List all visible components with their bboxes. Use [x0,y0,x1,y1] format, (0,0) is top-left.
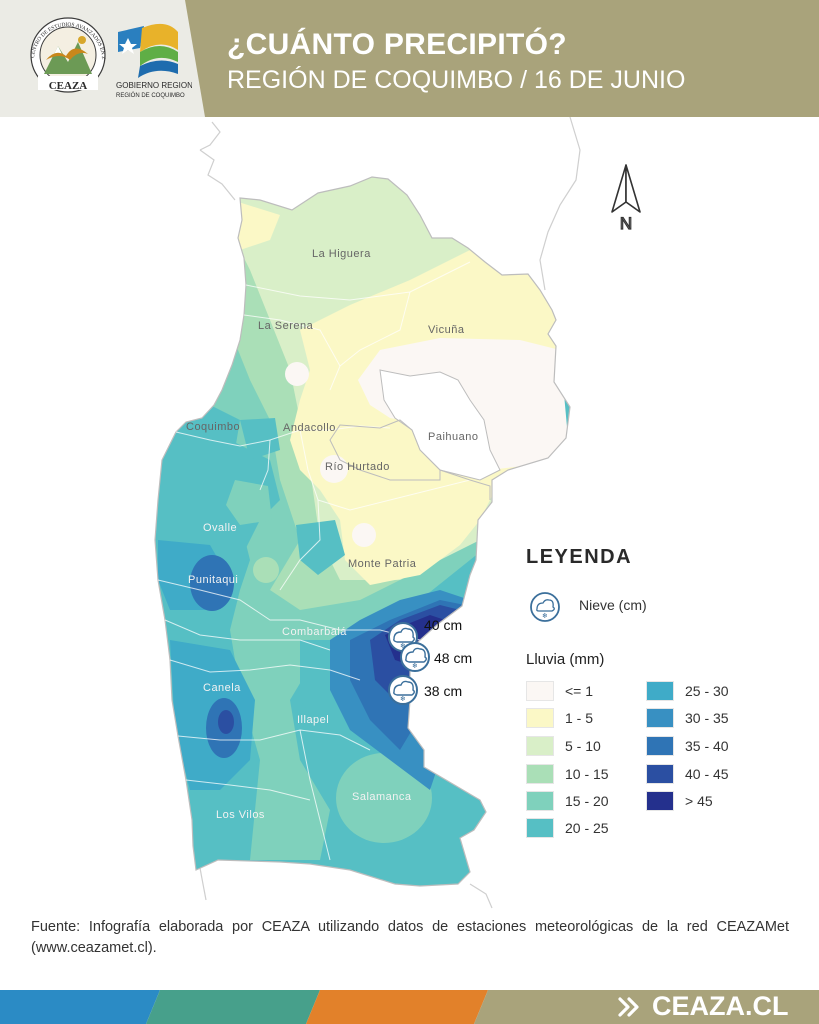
footer-segment-green [146,990,320,1024]
place-label: Canela [203,682,241,694]
gobierno-regional-logo: GOBIERNO REGIONAL REGIÓN DE COQUIMBO [116,23,192,99]
snow-legend-label: Nieve (cm) [579,597,647,613]
legend-label: 35 - 40 [685,738,729,754]
legend-swatch [526,764,554,784]
legend-label: 30 - 35 [685,710,729,726]
commune-boundaries [157,261,471,861]
legend-swatch [646,791,674,811]
legend-label: <= 1 [565,683,594,699]
legend-swatch [526,818,554,838]
legend-swatch [646,736,674,756]
snow-marker: ❄ 40 cm [388,617,462,652]
legend-label: 25 - 30 [685,683,729,699]
place-label: Paihuano [428,431,479,443]
place-label: Ovalle [203,522,237,534]
svg-text:❄: ❄ [542,612,548,620]
legend-label: 10 - 15 [565,766,609,782]
place-label: Vicuña [428,324,465,336]
place-label: Combarbalá [282,626,347,638]
precipitation-map: La Higuera La Serena Vicuña Coquimbo And… [154,117,641,909]
snow-value: 48 cm [434,650,472,666]
place-label: Río Hurtado [325,461,390,473]
snow-marker: ❄ 38 cm [388,675,462,705]
ceaza-logo: CENTRO DE ESTUDIOS AVANZADOS EN ZONAS ÁR… [24,10,106,93]
place-label: Los Vilos [216,809,265,821]
footer-segment-blue [0,990,160,1024]
place-label: La Serena [258,320,314,332]
legend-label: 15 - 20 [565,793,609,809]
place-label: Punitaqui [188,574,238,586]
page-title: ¿CUÁNTO PRECIPITÓ? [227,28,567,61]
legend-swatch [646,708,674,728]
snow-cloud-icon: ❄ [530,592,560,622]
svg-text:❄: ❄ [400,642,406,650]
svg-text:❄: ❄ [400,695,406,703]
snow-value: 40 cm [424,617,462,633]
place-label: Monte Patria [348,558,417,570]
header-bar: CENTRO DE ESTUDIOS AVANZADOS EN ZONAS ÁR… [0,0,819,117]
rain-legend-title: Lluvia (mm) [526,651,605,668]
svg-text:❄: ❄ [412,662,418,670]
footer-segment-orange [306,990,488,1024]
legend-label: 20 - 25 [565,820,609,836]
context-boundaries [199,117,581,909]
legend-swatch [646,681,674,701]
footer-site-link[interactable]: CEAZA.CL [652,991,789,1021]
snow-value: 38 cm [424,683,462,699]
legend-swatch [526,708,554,728]
region-outline [154,176,571,887]
legend-label: 40 - 45 [685,766,729,782]
paihuano-area [379,369,501,481]
legend-label: 1 - 5 [565,710,594,726]
snow-station-markers: ❄ 40 cm ❄ 48 cm ❄ 38 cm [388,617,472,705]
legend-swatch [646,764,674,784]
place-label: La Higuera [312,248,371,260]
logo-gobierno-line2: REGIÓN DE COQUIMBO [116,92,185,99]
place-label: Coquimbo [186,421,240,433]
place-label: Illapel [297,714,329,726]
north-arrow-icon: N [611,164,641,234]
place-label: Salamanca [352,791,412,803]
footer-bar [0,990,819,1024]
chevron-right-icon [618,997,639,1017]
page-subtitle: REGIÓN DE COQUIMBO / 16 DE JUNIO [227,66,686,94]
legend-label: 5 - 10 [565,738,601,754]
legend-swatch [526,791,554,811]
place-labels: La Higuera La Serena Vicuña Coquimbo And… [186,248,479,821]
logo-gobierno-line1: GOBIERNO REGIONAL [116,81,192,90]
north-label: N [620,214,632,233]
legend-swatch [526,736,554,756]
source-note: Fuente: Infografía elaborada por CEAZA u… [31,919,789,956]
place-label: Andacollo [283,422,336,434]
footer-segment-olive [474,990,819,1024]
logo-ceaza-name: CEAZA [49,80,88,92]
snow-marker: ❄ 48 cm [400,642,472,672]
legend-swatch [526,681,554,701]
legend-label: > 45 [685,793,713,809]
legend-title: LEYENDA [526,546,633,568]
